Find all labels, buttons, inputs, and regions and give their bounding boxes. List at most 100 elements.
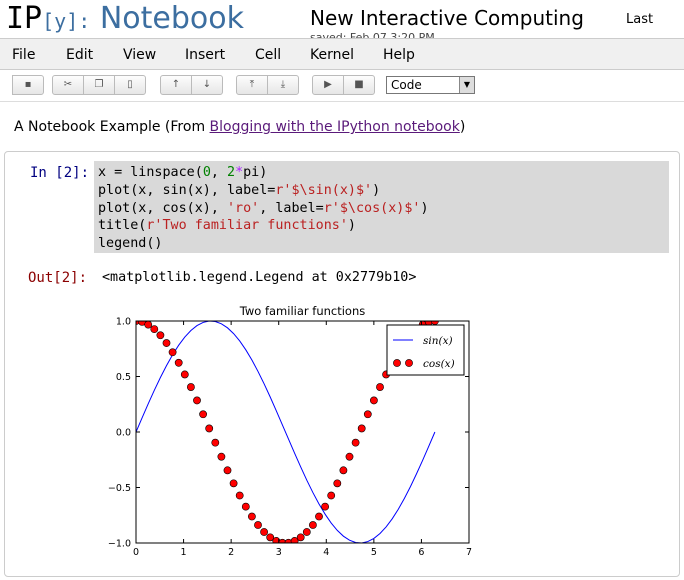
x-tick-label: 0 bbox=[133, 547, 139, 558]
cell-type-select[interactable]: Code ▼ bbox=[386, 76, 475, 94]
data-point-cos bbox=[327, 491, 336, 500]
move-down-button[interactable]: ↓ bbox=[191, 75, 223, 95]
notebook-title[interactable]: New Interactive Computing bbox=[310, 6, 584, 30]
input-prompt: In [2]: bbox=[30, 165, 90, 181]
code-cell[interactable] bbox=[4, 151, 680, 577]
x-tick-label: 5 bbox=[371, 547, 377, 558]
chevron-down-icon[interactable]: ▼ bbox=[459, 77, 474, 93]
code-editor[interactable]: x = linspace(0, 2*pi) plot(x, sin(x), la… bbox=[94, 161, 669, 253]
menu-view[interactable]: View bbox=[123, 47, 157, 63]
menu-insert[interactable]: Insert bbox=[185, 47, 226, 63]
data-point-cos bbox=[351, 438, 360, 447]
output-prompt: Out[2]: bbox=[28, 270, 88, 286]
data-point-cos bbox=[357, 424, 366, 433]
data-point-cos bbox=[156, 331, 165, 340]
data-point-cos bbox=[193, 396, 201, 405]
cell-type-value: Code bbox=[391, 78, 422, 92]
x-tick-label: 6 bbox=[418, 547, 424, 558]
run-icon: ▶ bbox=[324, 79, 332, 90]
header: IP[y]: Notebook New Interactive Computin… bbox=[0, 0, 684, 38]
insert-below-button[interactable]: ⤓ bbox=[267, 75, 299, 95]
run-button[interactable]: ▶ bbox=[312, 75, 344, 95]
data-point-cos bbox=[223, 466, 232, 475]
data-point-cos bbox=[174, 358, 183, 367]
blog-link[interactable]: Blogging with the IPython notebook bbox=[209, 119, 460, 135]
save-icon: ▪ bbox=[24, 79, 32, 90]
last-label: Last bbox=[626, 12, 654, 27]
x-tick-label: 3 bbox=[276, 547, 282, 558]
y-tick-label: −0.5 bbox=[108, 483, 131, 494]
data-point-cos bbox=[168, 348, 177, 357]
legend-sin-label: sin(x) bbox=[423, 335, 453, 347]
x-tick-label: 4 bbox=[323, 547, 329, 558]
ipython-logo[interactable]: IP[y]: Notebook bbox=[6, 0, 244, 40]
plot-figure: Two familiar functions 0 1 2 3 4 5 6 7 1.0 0.5 0.0 −… bbox=[108, 304, 472, 558]
intro-text: A Notebook Example (From Blogging with t… bbox=[14, 119, 465, 135]
menu-bar: File Edit View Insert Cell Kernel Help bbox=[0, 38, 684, 70]
copy-button[interactable]: ❐ bbox=[83, 75, 115, 95]
copy-icon: ❐ bbox=[94, 79, 104, 90]
data-point-cos bbox=[217, 452, 226, 461]
logo-notebook: Notebook bbox=[99, 1, 244, 36]
stop-button[interactable]: ■ bbox=[343, 75, 375, 95]
x-tick-label: 1 bbox=[181, 547, 187, 558]
data-point-cos bbox=[144, 321, 153, 329]
menu-help[interactable]: Help bbox=[383, 47, 415, 63]
toolbar-group-insert: ⤒ ⤓ bbox=[236, 75, 299, 97]
intro-suffix: ) bbox=[459, 119, 466, 135]
chart-title: Two familiar functions bbox=[239, 304, 366, 318]
data-point-cos bbox=[254, 521, 262, 529]
move-up-icon: ↑ bbox=[171, 79, 181, 90]
data-point-cos bbox=[150, 325, 159, 334]
data-point-cos bbox=[241, 502, 250, 511]
data-point-cos bbox=[199, 410, 208, 419]
data-point-cos bbox=[339, 466, 348, 475]
save-button[interactable]: ▪ bbox=[12, 75, 44, 95]
series-line-sin bbox=[136, 321, 436, 543]
menu-file[interactable]: File bbox=[12, 47, 36, 63]
y-tick-label: 1.0 bbox=[116, 317, 131, 328]
data-point-cos bbox=[302, 528, 311, 536]
y-tick-label: 0.5 bbox=[116, 372, 131, 383]
logo-ip: IP bbox=[6, 1, 43, 36]
toolbar-group-save: ▪ bbox=[12, 75, 44, 97]
toolbar-group-move: ↑ ↓ bbox=[160, 75, 223, 97]
move-down-icon: ↓ bbox=[202, 79, 212, 90]
data-point-cos bbox=[187, 383, 195, 391]
cut-button[interactable]: ✂ bbox=[52, 75, 84, 95]
move-up-button[interactable]: ↑ bbox=[160, 75, 192, 95]
legend-cos-marker bbox=[393, 359, 401, 367]
data-point-cos bbox=[180, 370, 189, 379]
save-status: saved: Feb 07 3:20 PM bbox=[310, 31, 435, 38]
menu-edit[interactable]: Edit bbox=[66, 47, 94, 63]
y-tick-label: −1.0 bbox=[108, 539, 131, 550]
y-tick-label: 0.0 bbox=[116, 428, 131, 439]
menu-kernel[interactable]: Kernel bbox=[310, 47, 354, 63]
x-tick-label: 7 bbox=[466, 547, 472, 558]
logo-y: [y]: bbox=[42, 9, 91, 33]
toolbar-group-edit: ✂ ❐ ▯ bbox=[52, 75, 146, 97]
data-point-cos bbox=[235, 491, 244, 500]
insert-above-button[interactable]: ⤒ bbox=[236, 75, 268, 95]
data-point-cos bbox=[248, 512, 256, 521]
data-point-cos bbox=[290, 537, 299, 543]
data-point-cos bbox=[260, 528, 269, 536]
stop-icon: ■ bbox=[354, 79, 364, 90]
data-point-cos bbox=[296, 533, 305, 542]
data-point-cos bbox=[266, 533, 275, 542]
data-point-cos bbox=[229, 479, 238, 488]
toolbar-group-run: ▶ ■ bbox=[312, 75, 375, 97]
paste-button[interactable]: ▯ bbox=[114, 75, 146, 95]
legend-cos-label: cos(x) bbox=[423, 358, 455, 370]
insert-above-icon: ⤒ bbox=[249, 79, 255, 90]
intro-prefix: A Notebook Example (From bbox=[14, 119, 210, 135]
data-point-cos bbox=[205, 424, 214, 433]
insert-below-icon: ⤓ bbox=[280, 79, 286, 90]
data-point-cos bbox=[315, 512, 323, 521]
menu-cell[interactable]: Cell bbox=[255, 47, 282, 63]
data-point-cos bbox=[211, 438, 220, 447]
data-point-cos bbox=[162, 339, 171, 347]
data-point-cos bbox=[363, 410, 372, 419]
legend-cos-marker bbox=[405, 359, 413, 367]
data-point-cos bbox=[345, 452, 354, 461]
